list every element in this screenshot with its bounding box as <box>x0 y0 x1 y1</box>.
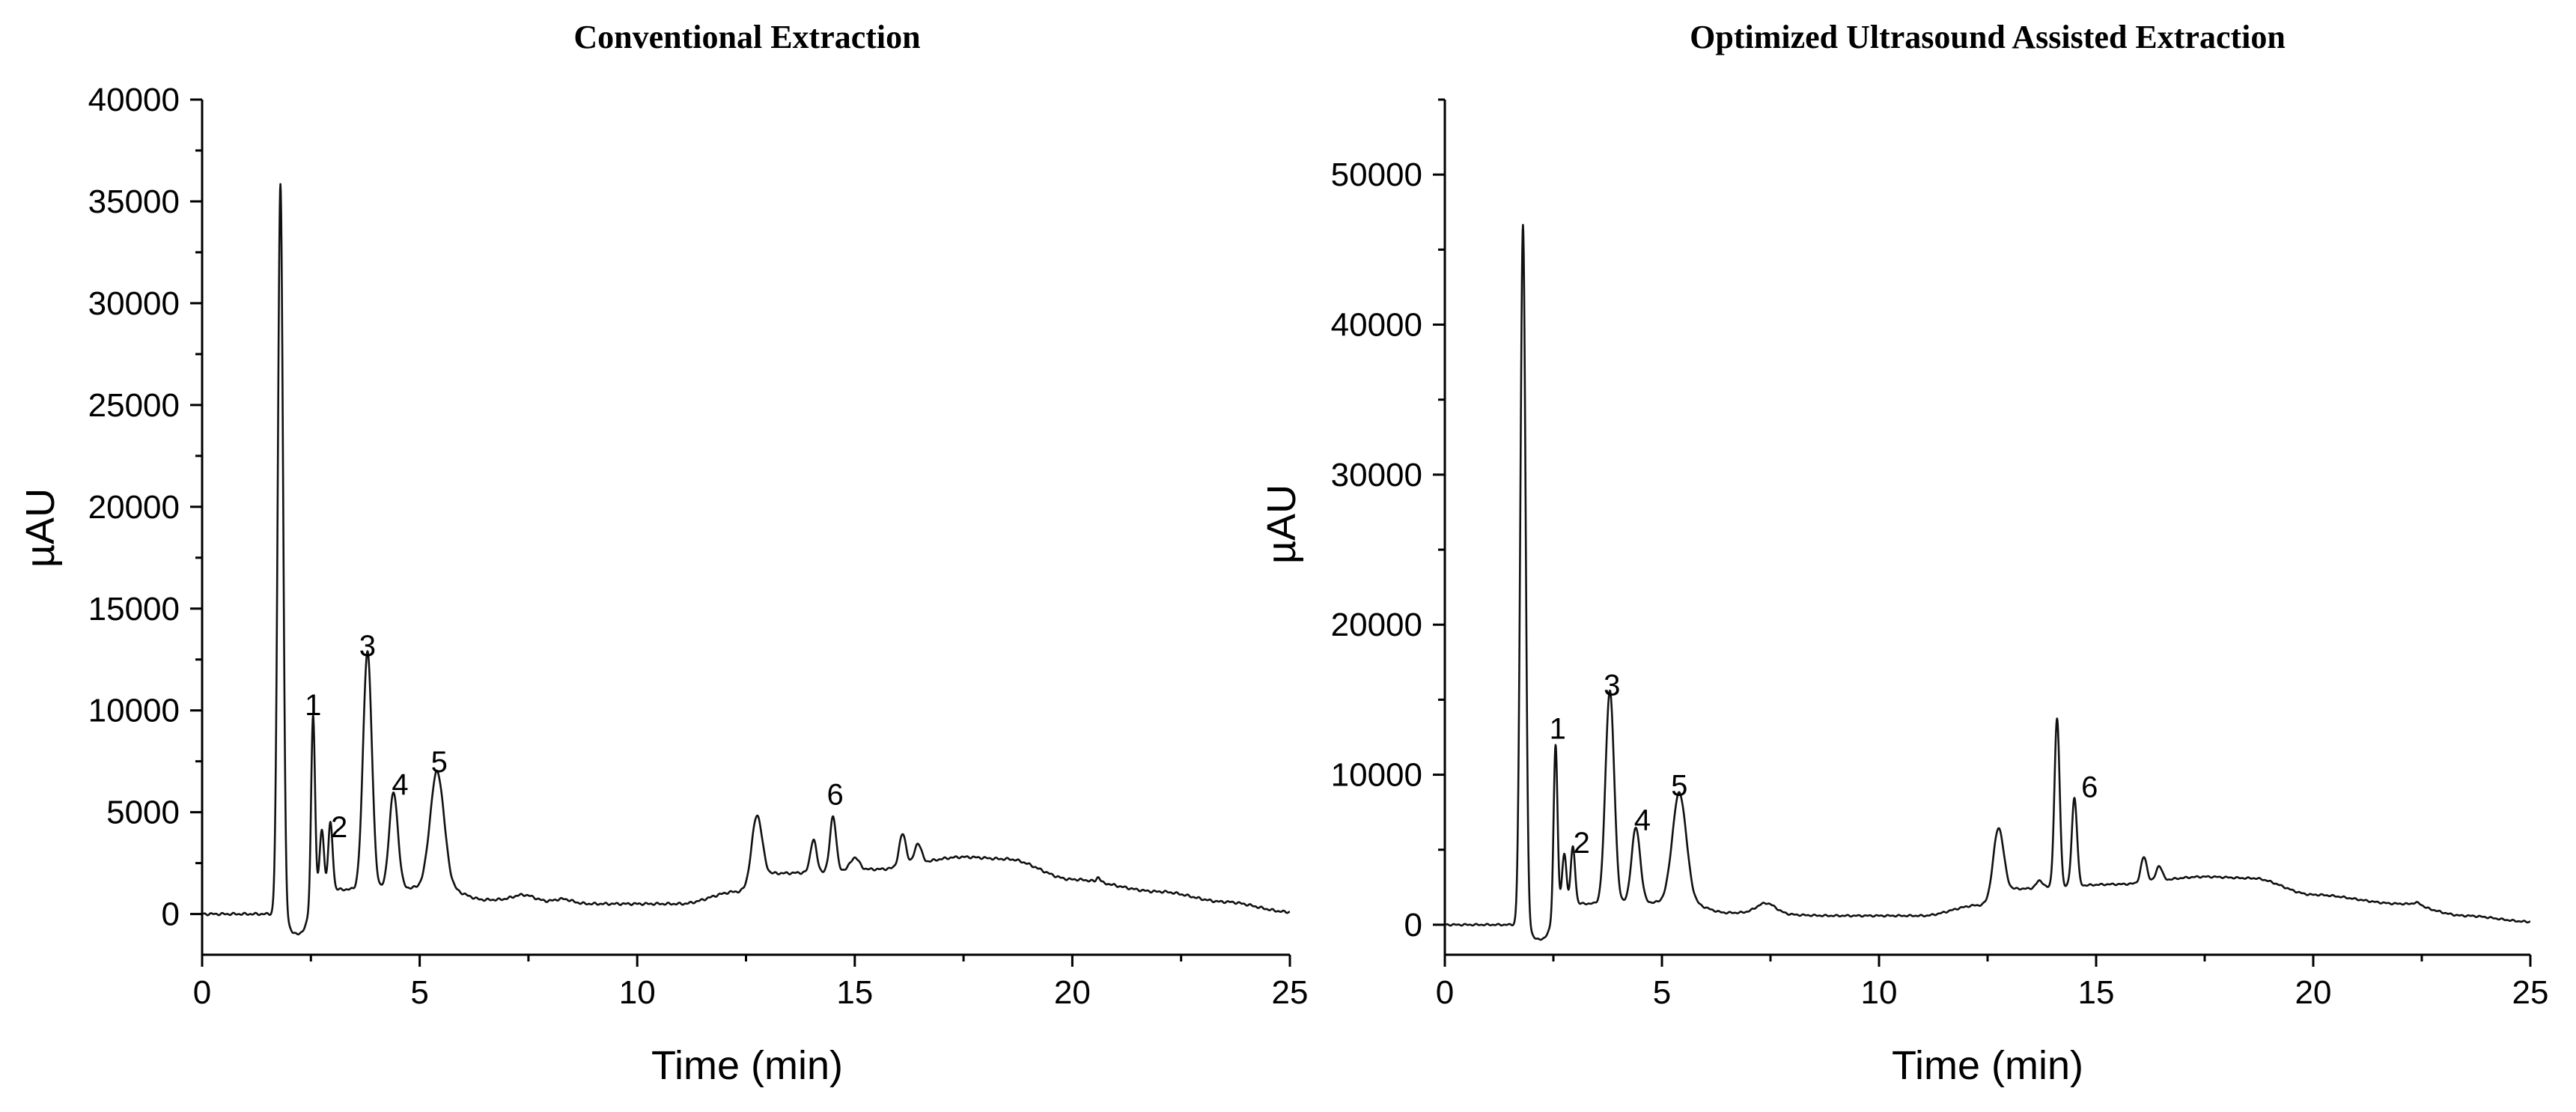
x-tick-label: 5 <box>1653 974 1671 1011</box>
y-tick-label: 25000 <box>88 387 180 424</box>
x-tick-label: 15 <box>836 974 873 1011</box>
y-tick-label: 5000 <box>106 794 180 831</box>
peak-label-3: 3 <box>359 630 376 663</box>
chart-title: Optimized Ultrasound Assisted Extraction <box>1690 19 2286 55</box>
x-tick-label: 0 <box>193 974 211 1011</box>
y-tick-label: 10000 <box>1331 757 1422 794</box>
y-tick-label: 0 <box>1404 907 1422 944</box>
y-tick-label: 20000 <box>1331 607 1422 643</box>
peak-label-5: 5 <box>431 746 448 779</box>
peak-label-3: 3 <box>1604 669 1620 702</box>
x-tick-label: 5 <box>410 974 428 1011</box>
peak-label-4: 4 <box>392 768 408 801</box>
y-tick-label: 40000 <box>88 82 180 118</box>
peak-label-2: 2 <box>331 811 347 844</box>
y-tick-label: 30000 <box>88 285 180 322</box>
y-tick-label: 15000 <box>88 591 180 628</box>
chromatogram-trace-ultrasound <box>1444 223 2531 941</box>
x-tick-label: 20 <box>2295 974 2332 1011</box>
peak-label-4: 4 <box>1634 804 1651 837</box>
chromatogram-trace-conventional <box>201 183 1291 936</box>
y-tick-label: 10000 <box>88 693 180 729</box>
x-tick-label: 25 <box>2512 974 2549 1011</box>
x-tick-label: 20 <box>1054 974 1091 1011</box>
peak-label-5: 5 <box>1671 770 1687 803</box>
peak-label-6: 6 <box>2081 771 2098 804</box>
peak-label-2: 2 <box>1574 827 1590 860</box>
chart-ultrasound: Optimized Ultrasound Assisted Extraction… <box>1259 19 2548 1088</box>
x-tick-label: 15 <box>2078 974 2115 1011</box>
x-tick-label: 25 <box>1272 974 1309 1011</box>
peak-label-1: 1 <box>305 689 321 722</box>
x-tick-label: 0 <box>1436 974 1454 1011</box>
x-axis-label: Time (min) <box>1892 1043 2083 1088</box>
chart-title: Conventional Extraction <box>573 19 920 55</box>
y-tick-label: 30000 <box>1331 457 1422 493</box>
y-tick-label: 50000 <box>1331 157 1422 193</box>
x-axis-label: Time (min) <box>651 1043 843 1088</box>
x-tick-label: 10 <box>619 974 656 1011</box>
y-axis-label: µAU <box>1259 484 1304 564</box>
peak-label-1: 1 <box>1550 713 1566 746</box>
y-axis-label-wrap: µAU <box>1259 484 1304 564</box>
y-axis-label: µAU <box>18 488 63 568</box>
y-tick-label: 35000 <box>88 183 180 220</box>
chart-conventional: Conventional Extraction µAU Time (min) 0… <box>18 19 1308 1088</box>
y-tick-label: 40000 <box>1331 307 1422 344</box>
y-tick-label: 20000 <box>88 489 180 526</box>
peak-label-6: 6 <box>827 779 844 812</box>
x-tick-label: 10 <box>1861 974 1898 1011</box>
y-tick-label: 0 <box>162 896 180 933</box>
y-axis-label-wrap: µAU <box>18 488 63 568</box>
